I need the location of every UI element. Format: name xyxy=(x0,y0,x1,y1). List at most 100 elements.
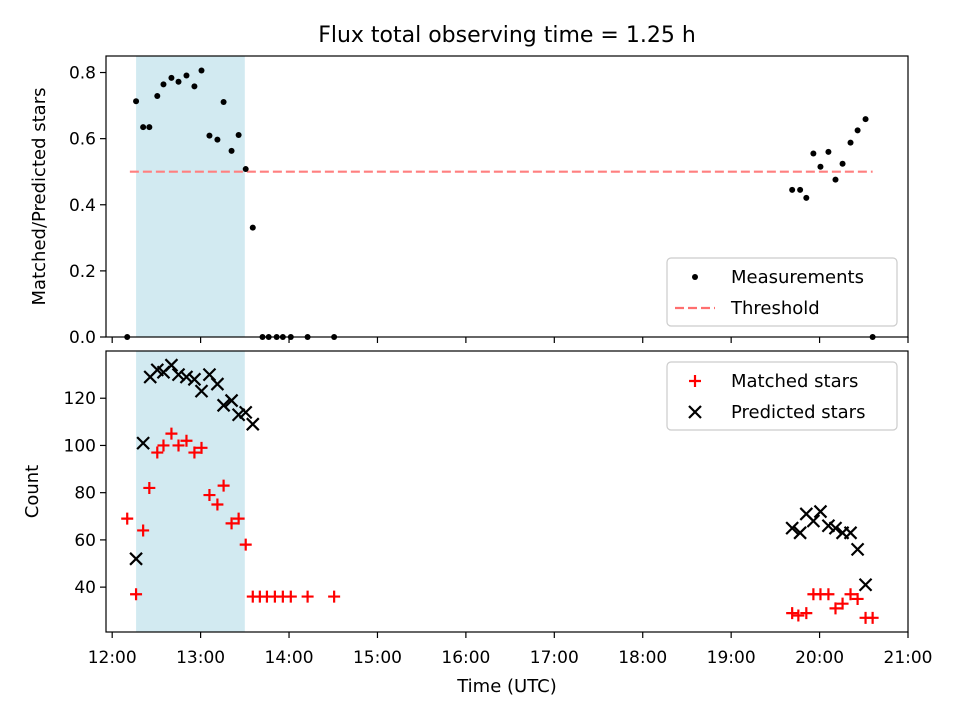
bottom-predicted-point-9 xyxy=(194,384,209,398)
bottom-matched-point-31 xyxy=(829,602,842,615)
bottom-predicted-point-25 xyxy=(843,526,858,540)
bottom-xlabel: Time (UTC) xyxy=(456,676,557,697)
bottom-matched-point-5 xyxy=(157,439,170,452)
bottom-predicted-point-12 xyxy=(216,398,231,413)
bottom-predicted-point-16 xyxy=(246,417,260,431)
bottom-matched-point-33 xyxy=(844,588,857,601)
bottom-matched-point-15 xyxy=(232,512,245,525)
top-measurement-point-15 xyxy=(235,132,242,139)
top-measurement-point-32 xyxy=(839,160,846,167)
bottom-xtick-label-6: 18:00 xyxy=(618,648,667,668)
top-legend-label-0: Measurements xyxy=(731,267,864,288)
bottom-matched-point-2 xyxy=(137,524,150,537)
bottom-xtick-label-8: 20:00 xyxy=(795,648,844,668)
bottom-legend-marker-1 xyxy=(688,405,702,419)
top-observing-window-band xyxy=(136,56,245,337)
top-measurement-point-13 xyxy=(220,98,227,105)
bottom-matched-point-1 xyxy=(130,588,143,601)
bottom-matched-point-12 xyxy=(211,498,224,511)
bottom-matched-point-25 xyxy=(786,607,799,620)
top-measurement-point-14 xyxy=(228,147,235,154)
bottom-matched-point-0 xyxy=(121,512,134,525)
bottom-ytick-label-0: 40 xyxy=(74,578,96,598)
top-measurement-point-30 xyxy=(825,148,832,155)
bottom-matched-point-7 xyxy=(172,439,185,452)
bottom-ytick-label-4: 120 xyxy=(64,389,96,409)
bottom-matched-point-11 xyxy=(203,489,216,502)
bottom-matched-point-9 xyxy=(188,446,201,459)
figure-title: Flux total observing time = 1.25 h xyxy=(318,23,696,48)
bottom-predicted-point-17 xyxy=(785,521,799,535)
top-legend-marker-0 xyxy=(692,274,698,280)
top-measurement-point-26 xyxy=(797,186,804,193)
top-measurement-point-1 xyxy=(133,98,140,105)
bottom-matched-point-4 xyxy=(151,446,164,459)
bottom-xtick-label-2: 14:00 xyxy=(265,648,314,668)
top-measurement-point-35 xyxy=(862,116,869,123)
bottom-xtick-label-3: 15:00 xyxy=(353,648,402,668)
bottom-ylabel: Count xyxy=(22,465,43,518)
top-measurement-point-27 xyxy=(803,194,810,201)
top-measurement-point-33 xyxy=(847,139,854,146)
top-measurement-point-6 xyxy=(168,74,175,81)
bottom-predicted-point-11 xyxy=(210,377,225,391)
top-measurement-point-5 xyxy=(160,81,167,88)
top-measurement-point-10 xyxy=(198,67,205,74)
top-measurement-point-17 xyxy=(249,224,256,231)
bottom-legend-box xyxy=(666,361,898,431)
bottom-predicted-point-7 xyxy=(179,370,194,384)
top-ytick-label-1: 0.2 xyxy=(69,262,96,282)
bottom-predicted-point-5 xyxy=(164,358,179,372)
bottom-predicted-point-21 xyxy=(813,504,828,519)
bottom-matched-point-32 xyxy=(836,597,849,610)
bottom-predicted-point-15 xyxy=(238,405,253,420)
bottom-predicted-point-23 xyxy=(828,521,843,535)
bottom-axes-frame xyxy=(105,350,909,633)
bottom-predicted-point-27 xyxy=(858,577,873,592)
bottom-predicted-point-13 xyxy=(224,393,239,408)
bottom-matched-point-30 xyxy=(822,588,835,601)
bottom-predicted-point-26 xyxy=(850,542,865,557)
top-measurement-point-11 xyxy=(206,132,213,139)
bottom-predicted-point-1 xyxy=(136,436,150,450)
top-measurement-point-9 xyxy=(191,83,198,90)
top-measurement-point-31 xyxy=(832,176,839,183)
top-measurement-point-34 xyxy=(854,127,861,134)
bottom-predicted-point-18 xyxy=(793,526,807,540)
bottom-matched-point-3 xyxy=(143,481,156,494)
top-measurement-point-12 xyxy=(214,136,221,143)
top-measurement-point-16 xyxy=(242,166,249,173)
bottom-ytick-label-3: 100 xyxy=(64,436,96,456)
top-measurement-point-28 xyxy=(810,150,817,157)
top-ytick-label-3: 0.6 xyxy=(69,130,96,150)
bottom-matched-point-23 xyxy=(301,590,314,603)
top-axes-frame xyxy=(105,55,909,338)
bottom-matched-point-8 xyxy=(180,434,193,447)
bottom-ytick-label-2: 80 xyxy=(74,484,96,504)
bottom-matched-point-36 xyxy=(866,611,879,624)
top-measurement-point-2 xyxy=(140,124,147,131)
bottom-matched-point-22 xyxy=(284,590,297,603)
bottom-xtick-label-5: 17:00 xyxy=(530,648,579,668)
bottom-matched-point-6 xyxy=(165,427,178,440)
bottom-xtick-label-7: 19:00 xyxy=(707,648,756,668)
bottom-matched-point-13 xyxy=(217,479,230,492)
bottom-xtick-label-0: 12:00 xyxy=(88,648,137,668)
bottom-predicted-point-8 xyxy=(187,372,202,387)
bottom-legend-marker-0 xyxy=(689,375,701,387)
bottom-xtick-label-1: 13:00 xyxy=(176,648,225,668)
bottom-predicted-point-20 xyxy=(806,514,821,528)
bottom-observing-window-band xyxy=(136,351,245,632)
top-legend-label-1: Threshold xyxy=(730,298,820,319)
bottom-matched-point-14 xyxy=(225,517,238,530)
bottom-legend-label-1: Predicted stars xyxy=(731,402,865,423)
bottom-predicted-point-0 xyxy=(129,552,143,566)
top-ytick-label-2: 0.4 xyxy=(69,196,96,216)
bottom-matched-point-27 xyxy=(800,607,813,620)
bottom-matched-point-34 xyxy=(851,592,864,605)
top-measurement-point-4 xyxy=(154,93,161,100)
top-ytick-label-4: 0.8 xyxy=(69,64,96,84)
top-ytick-label-0: 0.0 xyxy=(69,328,96,348)
bottom-matched-point-10 xyxy=(195,441,208,454)
